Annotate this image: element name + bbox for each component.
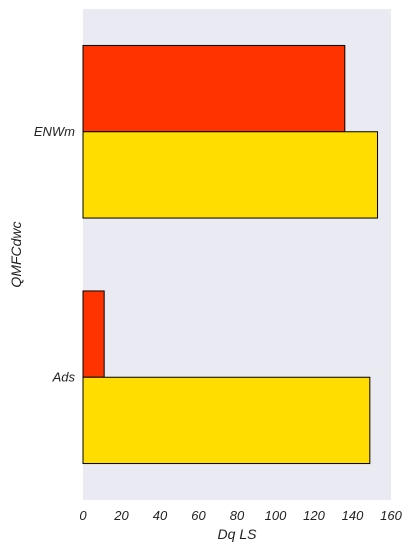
x-tick-label: 160 — [380, 508, 402, 523]
y-axis-label: QMFCdwc — [8, 221, 24, 287]
bars-layer — [82, 44, 379, 465]
x-tick-label: 40 — [153, 508, 168, 523]
x-tick-label: 140 — [342, 508, 364, 523]
bar-Ads-series-2 — [82, 376, 371, 465]
bar-ENWm-series-1 — [82, 44, 346, 133]
bar-ENWm-series-2 — [82, 131, 379, 219]
x-tick-label: 20 — [113, 508, 129, 523]
x-tick-label: 120 — [303, 508, 325, 523]
y-tick-labels: ENWm Ads — [34, 124, 76, 385]
x-tick-label: 60 — [191, 508, 206, 523]
x-tick-label: 0 — [79, 508, 87, 523]
x-tick-label: 100 — [265, 508, 287, 523]
bar-Ads-series-1 — [82, 290, 105, 378]
x-tick-labels: 0 20 40 60 80 100 120 140 160 — [79, 508, 402, 523]
x-tick-label: 80 — [230, 508, 245, 523]
y-tick-label: ENWm — [34, 124, 75, 139]
y-tick-label: Ads — [52, 369, 76, 384]
x-axis-label: Dq LS — [218, 526, 258, 542]
